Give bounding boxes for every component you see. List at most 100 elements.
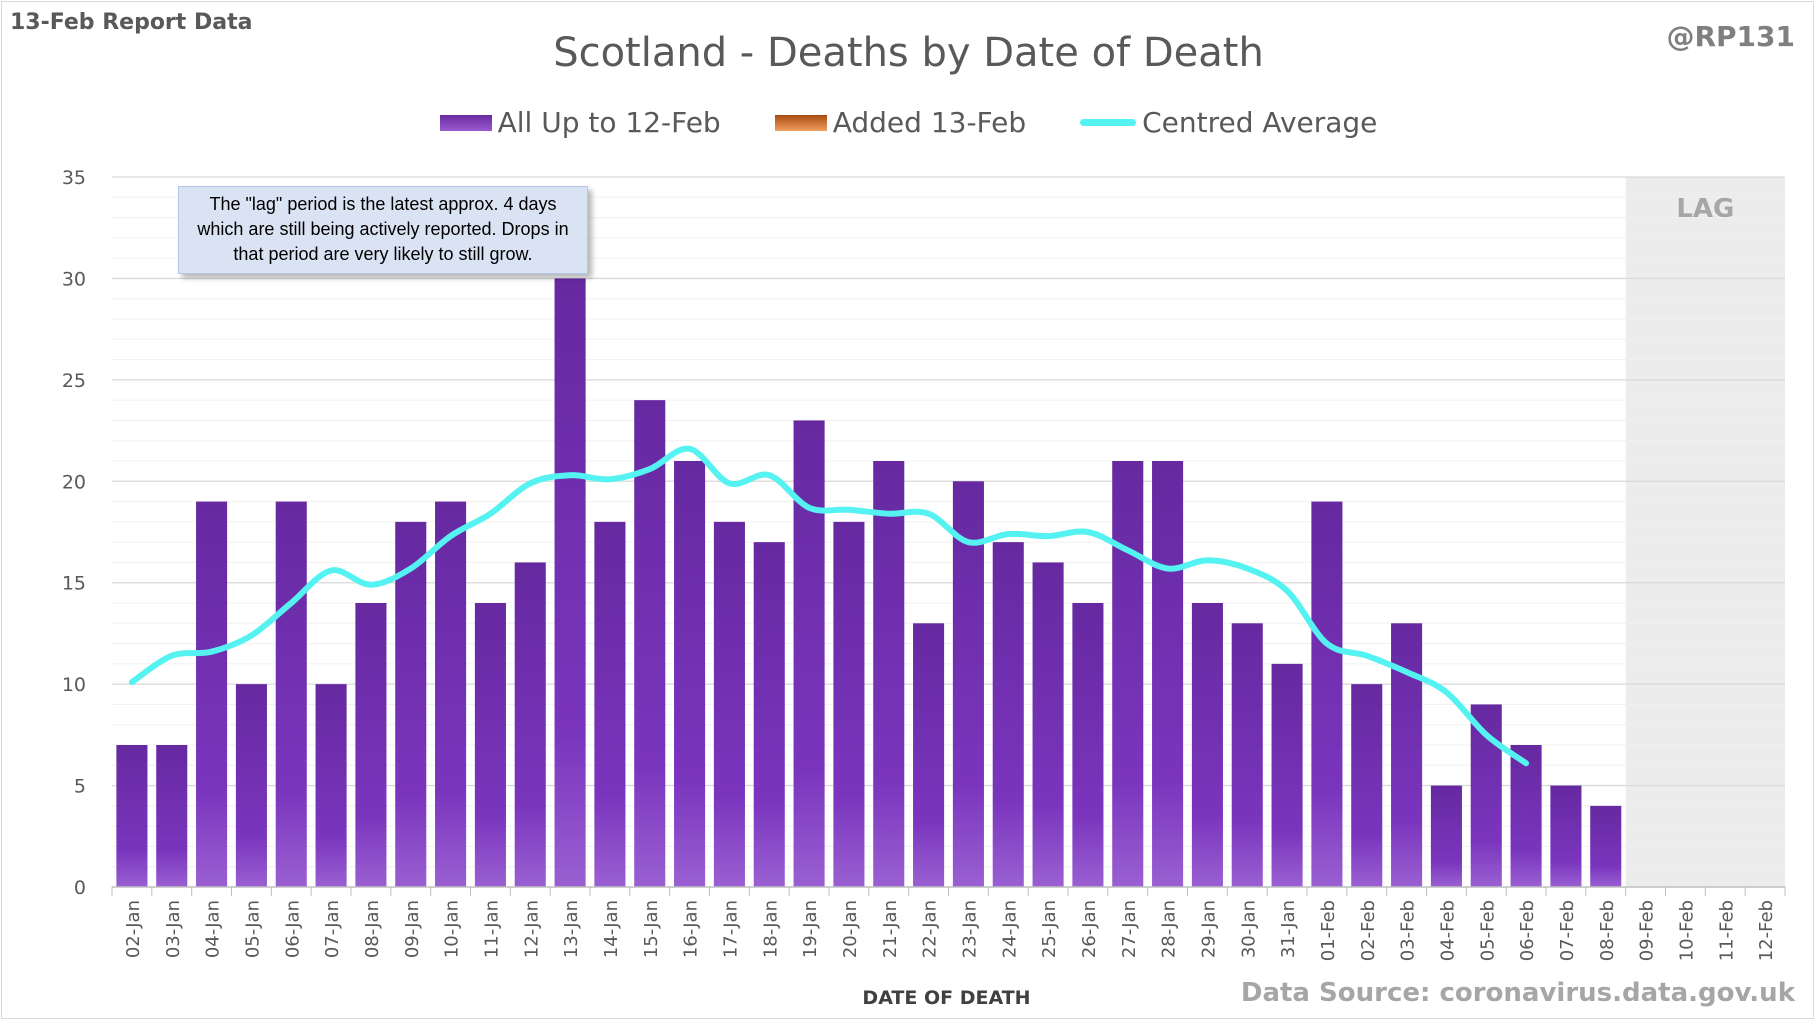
- x-tick-label: 25-Jan: [1039, 900, 1060, 958]
- report-date-label: 13-Feb Report Data: [10, 10, 253, 35]
- legend: All Up to 12-Feb Added 13-Feb Centred Av…: [0, 106, 1817, 139]
- x-tick-label: 30-Jan: [1238, 900, 1259, 958]
- x-tick-label: 01-Feb: [1318, 900, 1339, 961]
- legend-label-added: Added 13-Feb: [832, 106, 1027, 139]
- y-tick-label: 15: [62, 573, 86, 595]
- x-tick-label: 11-Jan: [481, 900, 502, 958]
- y-tick-label: 10: [62, 674, 86, 696]
- legend-swatch-all: [439, 114, 492, 131]
- x-tick-label: 13-Jan: [561, 900, 582, 958]
- x-tick-label: 10-Feb: [1676, 900, 1697, 961]
- bar-all-07-Feb: [1550, 785, 1582, 887]
- bar-all-05-Jan: [235, 684, 267, 887]
- bar-all-06-Jan: [275, 501, 307, 887]
- x-tick-label: 05-Jan: [242, 900, 263, 958]
- bar-all-29-Jan: [1191, 603, 1223, 887]
- x-tick-label: 20-Jan: [840, 900, 861, 958]
- bar-all-18-Jan: [753, 542, 785, 887]
- y-tick-label: 25: [62, 370, 86, 392]
- bar-all-13-Jan: [554, 278, 586, 887]
- bar-all-21-Jan: [873, 461, 905, 887]
- legend-item-all: All Up to 12-Feb: [439, 106, 721, 139]
- legend-label-all: All Up to 12-Feb: [497, 106, 721, 139]
- y-tick-label: 0: [74, 877, 86, 899]
- bar-all-08-Feb: [1590, 805, 1622, 887]
- x-tick-label: 02-Jan: [123, 900, 144, 958]
- x-tick-label: 22-Jan: [920, 900, 941, 958]
- x-tick-label: 11-Feb: [1716, 900, 1737, 961]
- data-source: Data Source: coronavirus.data.gov.uk: [1240, 978, 1795, 1008]
- y-tick-label: 35: [62, 167, 86, 189]
- x-tick-label: 21-Jan: [880, 900, 901, 958]
- x-tick-label: 26-Jan: [1079, 900, 1100, 958]
- bar-all-10-Jan: [435, 501, 467, 887]
- x-tick-label: 05-Feb: [1477, 900, 1498, 961]
- bar-all-31-Jan: [1271, 663, 1303, 887]
- x-tick-label: 07-Jan: [322, 900, 343, 958]
- x-tick-label: 29-Jan: [1198, 900, 1219, 958]
- bar-all-22-Jan: [913, 623, 945, 887]
- x-tick-label: 08-Feb: [1597, 900, 1618, 961]
- bar-all-26-Jan: [1072, 603, 1104, 887]
- lag-annotation: The "lag" period is the latest approx. 4…: [178, 186, 588, 274]
- bar-all-17-Jan: [713, 521, 745, 887]
- bar-all-25-Jan: [1032, 562, 1064, 887]
- x-tick-label: 09-Jan: [402, 900, 423, 958]
- bar-all-02-Jan: [116, 745, 148, 887]
- bar-all-08-Jan: [355, 603, 387, 887]
- bar-all-06-Feb: [1510, 745, 1542, 887]
- legend-item-average: Centred Average: [1080, 106, 1377, 139]
- x-tick-label: 09-Feb: [1637, 900, 1658, 961]
- bar-all-04-Feb: [1430, 785, 1462, 887]
- x-axis-title: DATE OF DEATH: [862, 987, 1030, 1009]
- bar-all-02-Feb: [1351, 684, 1383, 887]
- x-tick-label: 23-Jan: [959, 900, 980, 958]
- bar-all-19-Jan: [793, 420, 825, 887]
- x-tick-label: 28-Jan: [1159, 900, 1180, 958]
- x-tick-label: 06-Jan: [282, 900, 303, 958]
- bar-all-15-Jan: [634, 400, 666, 887]
- centred-average-line: [128, 445, 1530, 767]
- x-tick-label: 14-Jan: [601, 900, 622, 958]
- bar-all-11-Jan: [474, 603, 506, 887]
- bar-all-24-Jan: [992, 542, 1024, 887]
- x-tick-label: 17-Jan: [720, 900, 741, 958]
- bar-all-28-Jan: [1152, 461, 1184, 887]
- bar-all-12-Jan: [514, 562, 546, 887]
- bar-all-04-Jan: [196, 501, 228, 887]
- y-tick-label: 30: [62, 268, 86, 290]
- bar-all-09-Jan: [395, 521, 427, 887]
- x-tick-label: 10-Jan: [442, 900, 463, 958]
- x-tick-label: 31-Jan: [1278, 900, 1299, 958]
- x-tick-label: 15-Jan: [641, 900, 662, 958]
- author-handle: @RP131: [1666, 20, 1795, 53]
- x-tick-label: 27-Jan: [1119, 900, 1140, 958]
- bar-all-16-Jan: [674, 461, 706, 887]
- x-tick-label: 02-Feb: [1358, 900, 1379, 961]
- bar-all-07-Jan: [315, 684, 347, 887]
- x-tick-label: 06-Feb: [1517, 900, 1538, 961]
- lag-region: [1625, 177, 1785, 887]
- chart-title: Scotland - Deaths by Date of Death: [553, 30, 1264, 76]
- bar-all-27-Jan: [1112, 461, 1144, 887]
- x-tick-label: 24-Jan: [999, 900, 1020, 958]
- x-tick-label: 12-Feb: [1756, 900, 1777, 961]
- x-tick-label: 03-Jan: [163, 900, 184, 958]
- bar-all-23-Jan: [952, 481, 984, 887]
- x-tick-label: 04-Jan: [203, 900, 224, 958]
- x-tick-label: 04-Feb: [1437, 900, 1458, 961]
- bar-all-03-Feb: [1391, 623, 1423, 887]
- x-tick-label: 07-Feb: [1557, 900, 1578, 961]
- x-tick-label: 19-Jan: [800, 900, 821, 958]
- legend-swatch-average: [1080, 119, 1137, 126]
- bar-all-20-Jan: [833, 521, 865, 887]
- lag-label: LAG: [1676, 194, 1734, 224]
- x-tick-label: 18-Jan: [760, 900, 781, 958]
- y-tick-label: 20: [62, 471, 86, 493]
- y-tick-label: 5: [74, 776, 86, 798]
- x-tick-label: 03-Feb: [1398, 900, 1419, 961]
- bar-all-14-Jan: [594, 521, 626, 887]
- legend-label-average: Centred Average: [1142, 106, 1378, 139]
- x-tick-label: 12-Jan: [521, 900, 542, 958]
